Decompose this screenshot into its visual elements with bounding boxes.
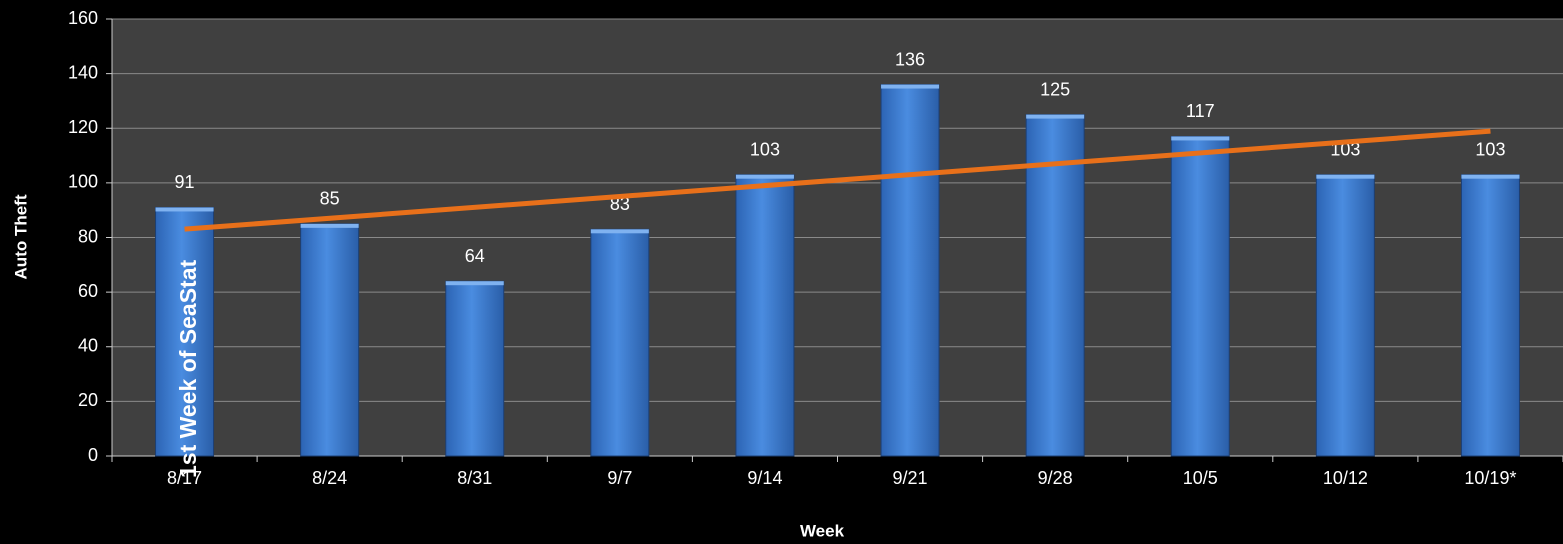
bar-cap <box>1026 114 1085 119</box>
x-tick-label: 9/14 <box>747 468 782 488</box>
bar-cap <box>1461 174 1520 179</box>
data-label: 64 <box>465 246 485 266</box>
x-axis-label: Week <box>800 521 845 540</box>
y-tick-label: 100 <box>68 172 98 192</box>
trendline <box>184 128 1491 232</box>
y-tick-label: 140 <box>68 62 98 82</box>
bar-cap <box>445 281 504 286</box>
data-label: 136 <box>895 49 925 69</box>
bar <box>300 223 360 457</box>
y-axis-label: Auto Theft <box>11 194 30 279</box>
x-tick-label: 9/7 <box>607 468 632 488</box>
data-label: 103 <box>750 139 780 159</box>
annotation: 1st Week of SeaStat <box>175 259 201 478</box>
y-tick-label: 120 <box>68 117 98 137</box>
x-tick-label: 8/24 <box>312 468 347 488</box>
bar-cap <box>155 207 214 212</box>
data-label: 103 <box>1475 139 1505 159</box>
y-tick-label: 80 <box>78 226 98 246</box>
bar-cap <box>1171 136 1230 141</box>
x-tick-label: 10/19* <box>1464 468 1516 488</box>
y-tick-label: 20 <box>78 390 98 410</box>
bar <box>1460 174 1520 457</box>
x-tick-label: 8/17 <box>167 468 202 488</box>
bar-cap <box>300 223 359 228</box>
bar <box>1170 135 1230 457</box>
data-label: 125 <box>1040 79 1070 99</box>
data-label: 117 <box>1186 101 1215 121</box>
bar-cap <box>881 84 940 89</box>
data-label: 91 <box>175 172 195 192</box>
bar <box>735 174 795 457</box>
bar <box>880 84 940 457</box>
x-tick-label: 9/21 <box>893 468 928 488</box>
bar <box>1025 114 1085 457</box>
y-tick-label: 60 <box>78 281 98 301</box>
bar-cap <box>1316 174 1375 179</box>
bar <box>1315 174 1375 457</box>
bar <box>445 280 505 457</box>
x-tick-label: 10/12 <box>1323 468 1368 488</box>
bar <box>590 228 650 457</box>
bar-cap <box>735 174 794 179</box>
data-label: 85 <box>320 189 340 209</box>
x-tick-label: 10/5 <box>1183 468 1218 488</box>
x-tick-label: 8/31 <box>457 468 492 488</box>
y-tick-label: 160 <box>68 8 98 28</box>
y-tick-label: 0 <box>88 445 98 465</box>
bar <box>155 206 215 457</box>
x-tick-label: 9/28 <box>1038 468 1073 488</box>
y-tick-label: 40 <box>78 336 98 356</box>
bar-cap <box>590 229 649 234</box>
